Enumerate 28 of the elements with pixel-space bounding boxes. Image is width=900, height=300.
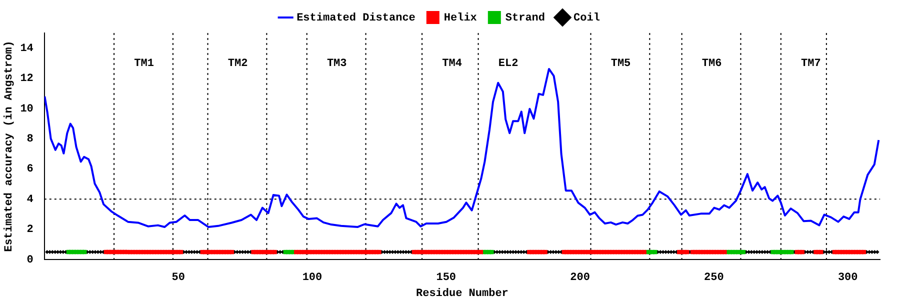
y-tick-label: 2 [26,224,34,236]
legend-label: Helix [444,12,478,24]
x-tick-label: 300 [838,272,858,284]
x-axis-title: Residue Number [416,288,508,300]
ref-line-label: TM1 [134,58,154,70]
ref-line-label: TM5 [610,58,632,70]
y-tick-label: 12 [20,73,34,86]
legend-label: Strand [505,12,546,24]
y-tick-label: 14 [20,42,34,55]
ref-line-label: TM4 [442,58,462,70]
ref-line-label: TM2 [228,58,248,70]
x-tick-label: 150 [436,272,456,284]
x-tick-label: 100 [302,272,322,284]
y-tick-label: 0 [26,254,34,266]
legend-label: Coil [574,12,600,24]
ref-line-label: TM3 [326,58,348,70]
y-tick-label: 10 [20,103,34,116]
y-tick-label: 6 [26,164,34,176]
ref-line-label: EL2 [498,58,518,70]
x-tick-label: 200 [570,272,590,284]
ref-line-label: TM7 [801,58,821,70]
y-tick-label: 8 [26,134,34,146]
x-tick-label: 250 [704,272,724,284]
x-tick-label: 50 [172,272,185,284]
legend-label: Estimated Distance [296,12,416,24]
y-axis-title: Estimated accuracy (in Angstrom) [3,40,16,252]
y-tick-label: 4 [26,194,34,206]
ref-line-label: TM6 [702,58,722,70]
